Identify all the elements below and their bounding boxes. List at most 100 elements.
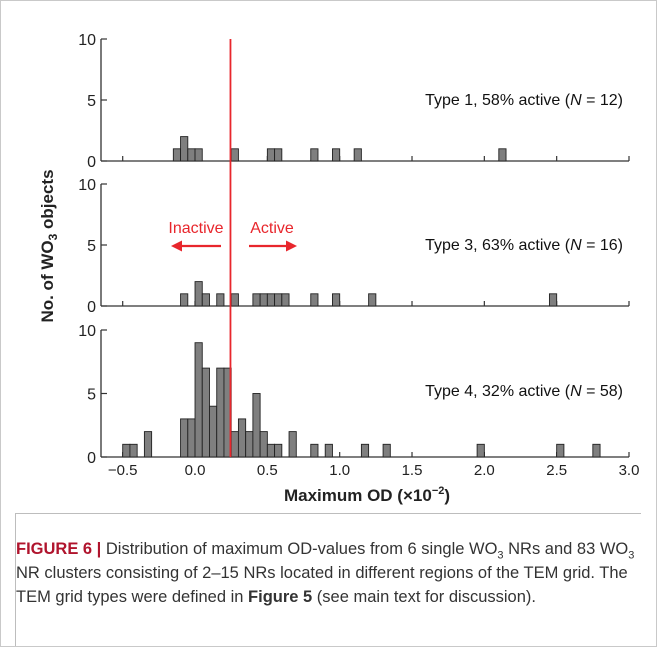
panel-y-tick-label: 0 [87,154,96,171]
caption-side-rule [15,513,16,646]
panel-3: 0 5 10 −0.5 0.0 0.5 1.0 1.5 2.0 2.5 3.0 Type 4, 32%… [78,323,639,479]
caption-sub-1: 3 [497,549,504,562]
panel-y-tick-label: 0 [87,450,96,467]
histogram-bar [194,342,203,458]
panel-1: 0 5 10 Type 1, 58% active (N = 12) [78,32,630,171]
x-tick-label: 2.0 [474,462,495,479]
panel-label-text: Type 3, 63% active ( [425,237,571,254]
histogram-bar [194,148,203,162]
histogram-bar [592,443,601,458]
figure-caption: FIGURE 6 | Distribution of maximum OD-va… [16,537,636,609]
x-axis-label-tail: ) [444,486,450,505]
histogram-bar [230,431,239,458]
caption-text-2: NRs and 83 WO [503,540,629,558]
panel-y-tick-label: 5 [87,238,96,255]
histogram-bar [281,293,290,307]
histogram-bar [274,293,283,307]
inactive-arrow-head [171,240,182,252]
histogram-bar [548,293,558,307]
y-axis-label-sub: 3 [46,233,60,240]
panel-y-tick-label: 10 [78,323,96,340]
histogram-bar [310,293,319,307]
panel-label-count: = 16) [582,237,623,254]
x-tick-label: 0.0 [185,462,206,479]
histogram-bar [209,405,218,458]
histogram-bar [259,431,268,458]
caption-figure-label: FIGURE 6 | [16,540,102,558]
histogram-bar [187,148,196,162]
panel-y-tick-label: 0 [87,299,96,316]
histogram-bar [194,281,203,307]
histogram-bar [252,293,261,307]
histogram-bar [368,293,377,307]
x-tick-label: 2.5 [546,462,567,479]
histogram-bar [172,148,182,162]
panel-label-text: Type 4, 32% active ( [425,383,571,400]
histogram-bar [216,367,225,458]
histogram-bar [122,443,131,458]
panel-y-tick-label: 5 [87,93,96,110]
panel-label-count: = 58) [582,383,623,400]
histogram-bar [310,443,319,458]
panel-label: Type 1, 58% active (N = 12) [425,92,623,109]
x-tick-label: −0.5 [108,462,138,479]
x-axis-label: Maximum OD (×10−2) [284,485,450,505]
histogram-bar [180,418,189,458]
panel-label-text: Type 1, 58% active ( [425,92,571,109]
panel-label-n: N [570,92,582,109]
histogram-bar [237,418,247,458]
active-label: Active [250,220,294,237]
histogram-bar [259,293,268,307]
y-axis-label-tail: objects [38,169,57,233]
panel-label: Type 4, 32% active (N = 58) [425,383,623,400]
histogram-bar [216,293,225,307]
histogram-bar [274,148,283,162]
histogram-bar [143,431,153,458]
histogram-bar [252,393,261,458]
y-axis-label: No. of WO3 objects [38,169,60,322]
histogram-bar [266,443,276,458]
panel-label-n: N [570,237,582,254]
panel-label-n: N [570,383,582,400]
histogram-bar [332,148,341,162]
histogram-bar [360,443,370,458]
histogram-bar [230,148,239,162]
histogram-bar [310,148,319,162]
histogram-bar [245,431,254,458]
x-tick-label: 1.0 [329,462,350,479]
histogram-bar [180,293,189,307]
x-tick-label: 0.5 [257,462,278,479]
histogram-bar [187,418,196,458]
caption-text-3: NR clusters consisting of 2–15 NRs locat… [16,564,628,606]
panel-y-tick-label: 10 [78,32,96,49]
caption-text-4: (see main text for discussion). [312,588,536,606]
histogram-bar [324,443,333,458]
panel-y-tick-label: 5 [87,387,96,404]
histogram-bar [274,443,283,458]
histogram-bar [556,443,565,458]
panel-label-count: = 12) [582,92,623,109]
histogram-bar [382,443,391,458]
panel-label: Type 3, 63% active (N = 16) [425,237,623,254]
histogram-bar [266,293,276,307]
caption-sub-2: 3 [628,549,635,562]
inactive-annotation: Inactive [168,220,224,252]
histogram-bar [498,148,507,162]
x-tick-label: 1.5 [402,462,423,479]
x-axis-label-main: Maximum OD (×10 [284,486,432,505]
y-axis-label-main: No. of WO [38,240,57,322]
histogram-bar [129,443,138,458]
inactive-label: Inactive [168,220,223,237]
x-axis-label-sup: −2 [432,485,445,497]
histogram-bar [288,431,297,458]
caption-divider [16,513,641,514]
histogram-bar [332,293,341,307]
active-annotation: Active [249,220,297,252]
histogram-bar [201,293,210,307]
caption-figure-ref: Figure 5 [248,588,313,606]
active-arrow-head [286,240,297,252]
histogram-bar [476,443,485,458]
histogram-bar [180,136,189,162]
